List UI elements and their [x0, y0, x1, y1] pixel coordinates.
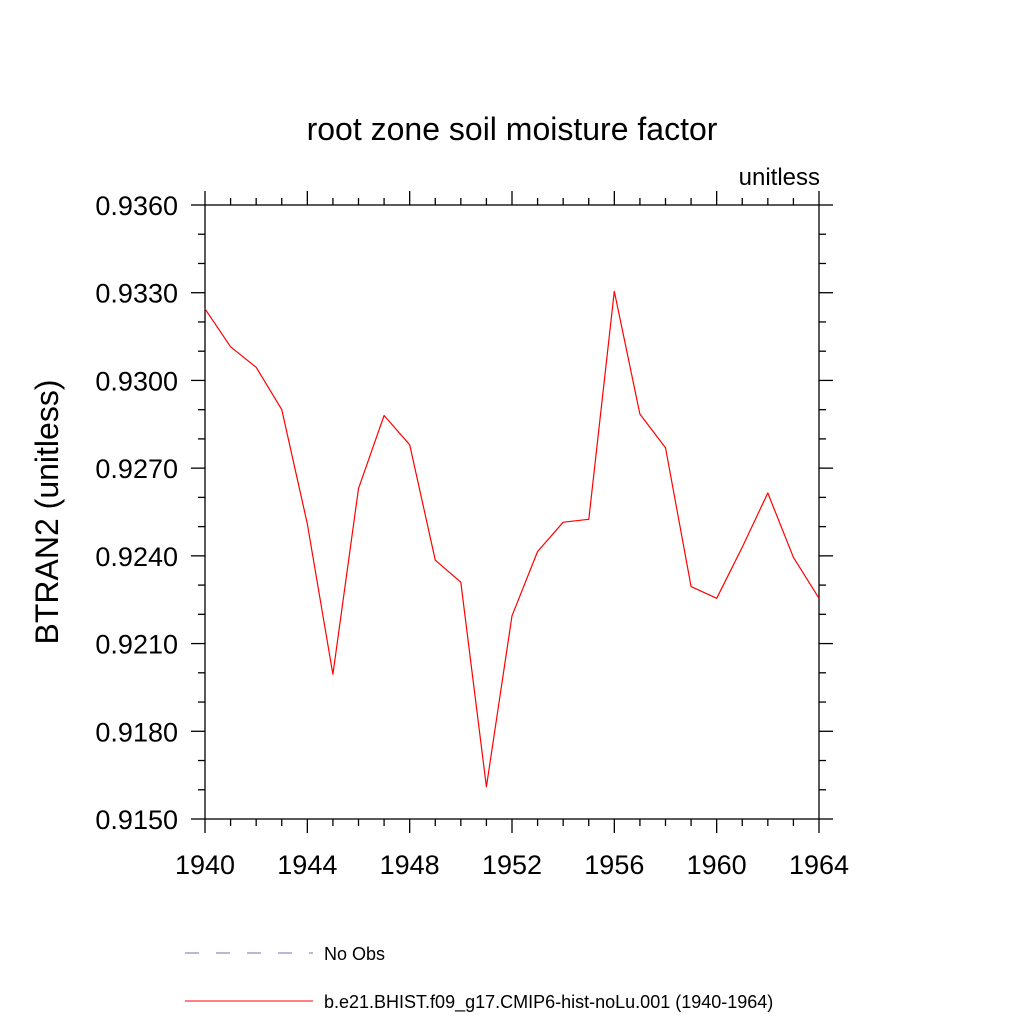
axis-tick-labels: 1940 1944 1948 1952 1956 1960 1964 0.9150 0.9180… — [95, 191, 849, 880]
y-tick-label: 0.9300 — [95, 366, 178, 396]
chart-title: root zone soil moisture factor — [307, 111, 718, 147]
y-tick-label: 0.9360 — [95, 191, 178, 221]
y-tick-label: 0.9150 — [95, 805, 178, 835]
x-tick-label: 1960 — [687, 850, 747, 880]
legend-label: b.e21.BHIST.f09_g17.CMIP6-hist-noLu.001 … — [324, 992, 773, 1013]
y-tick-label: 0.9270 — [95, 454, 178, 484]
x-tick-label: 1956 — [584, 850, 644, 880]
x-tick-label: 1944 — [277, 850, 337, 880]
y-axis-label: BTRAN2 (unitless) — [29, 380, 65, 645]
x-tick-label: 1948 — [380, 850, 440, 880]
y-tick-label: 0.9210 — [95, 630, 178, 660]
legend: No Obs b.e21.BHIST.f09_g17.CMIP6-hist-noL… — [185, 944, 773, 1013]
series-layer — [204, 290, 820, 788]
x-tick-label: 1964 — [789, 850, 849, 880]
series-line — [204, 290, 820, 788]
x-tick-label: 1952 — [482, 850, 542, 880]
legend-label: No Obs — [324, 944, 385, 964]
y-tick-label: 0.9240 — [95, 542, 178, 572]
plot-frame — [204, 204, 820, 820]
x-tick-label: 1940 — [175, 850, 235, 880]
y-tick-label: 0.9330 — [95, 279, 178, 309]
units-label: unitless — [739, 164, 820, 191]
axis-ticks — [191, 191, 833, 833]
y-tick-label: 0.9180 — [95, 717, 178, 747]
